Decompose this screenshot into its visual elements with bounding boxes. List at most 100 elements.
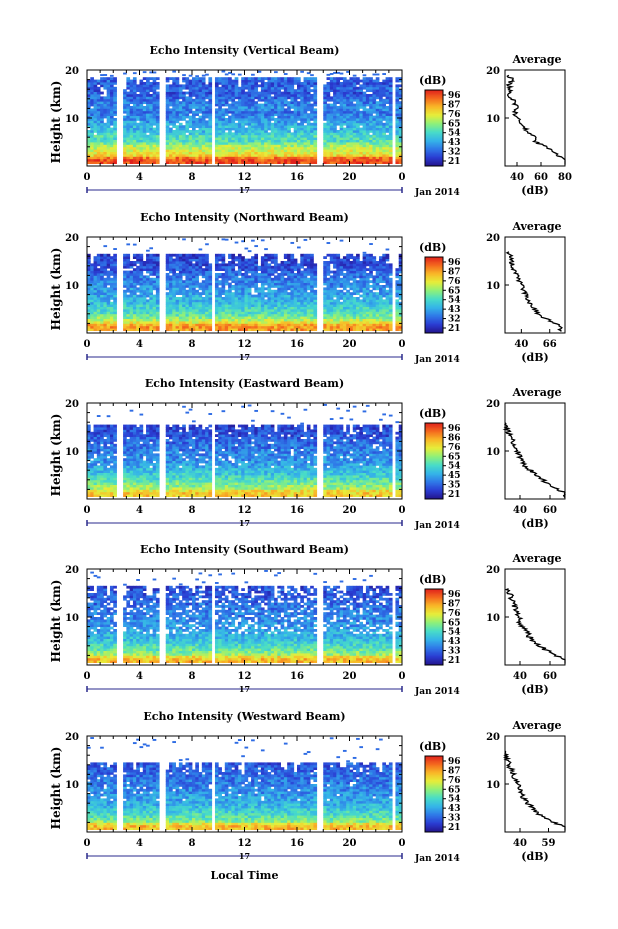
heatmap-cell <box>195 134 199 138</box>
heatmap-cell <box>300 70 304 73</box>
heatmap-cell <box>214 127 219 131</box>
heatmap-cell <box>192 118 196 121</box>
colorbar-swatch <box>425 110 443 112</box>
heatmap-cell <box>264 154 268 157</box>
heatmap-cell <box>385 125 390 128</box>
heatmap-cell <box>208 154 213 157</box>
heatmap-cell <box>352 161 357 164</box>
heatmap-cell <box>339 113 344 116</box>
heatmap-cell <box>188 139 193 143</box>
x-tick-label: 16 <box>290 172 304 183</box>
heatmap-cell <box>234 323 239 327</box>
heatmap-cell <box>214 323 219 327</box>
heatmap-cell <box>152 151 157 155</box>
heatmap-cell <box>336 161 341 164</box>
heatmap-cell <box>260 328 265 331</box>
heatmap-cell <box>93 289 98 293</box>
heatmap-cell <box>297 146 301 150</box>
heatmap-cell <box>342 156 347 160</box>
heatmap-cell <box>201 151 206 155</box>
heatmap-cell <box>274 144 278 148</box>
colorbar-swatch <box>425 152 443 154</box>
heatmap-cell <box>237 139 242 143</box>
heatmap-cell <box>342 158 347 162</box>
heatmap-cell <box>136 313 140 317</box>
heatmap-cell <box>188 292 193 295</box>
heatmap-cell <box>109 137 114 140</box>
heatmap-cell <box>126 125 131 128</box>
heatmap-cell <box>96 149 101 152</box>
heatmap-cell <box>182 306 186 310</box>
heatmap-cell <box>379 91 383 95</box>
heatmap-cell <box>254 122 259 126</box>
heatmap-cell <box>165 297 170 300</box>
heatmap-cell <box>234 316 239 319</box>
heatmap-cell <box>126 110 131 114</box>
heatmap-cell <box>201 282 206 286</box>
heatmap-cell <box>244 277 249 281</box>
heatmap-cell <box>300 151 304 155</box>
heatmap-cell <box>290 103 295 107</box>
heatmap-cell <box>274 256 278 259</box>
heatmap-cell <box>175 77 180 80</box>
heatmap-cell <box>155 146 160 150</box>
heatmap-cell <box>103 84 108 88</box>
heatmap-cell <box>132 72 137 75</box>
heatmap-cell <box>260 156 265 160</box>
heatmap-cell <box>146 98 150 102</box>
heatmap-cell <box>182 108 186 112</box>
heatmap-cell <box>155 101 160 104</box>
heatmap-cell <box>395 84 400 88</box>
colorbar-swatch <box>425 103 443 106</box>
heatmap-cell <box>169 113 173 116</box>
heatmap-cell <box>178 125 183 128</box>
heatmap-cell <box>277 294 281 298</box>
heatmap-cell <box>300 132 304 136</box>
heatmap-cell <box>293 106 298 109</box>
heatmap-cell <box>93 137 98 140</box>
heatmap-cell <box>139 132 144 136</box>
heatmap-cell <box>326 110 331 114</box>
heatmap-cell <box>234 106 239 109</box>
heatmap-cell <box>382 79 386 83</box>
heatmap-cell <box>283 73 288 75</box>
heatmap-cell <box>365 158 370 162</box>
heatmap-cell <box>123 299 127 303</box>
heatmap-cell <box>146 144 150 148</box>
heatmap-cell <box>339 122 344 126</box>
heatmap-cell <box>129 149 134 152</box>
heatmap-cell <box>287 144 291 148</box>
heatmap-cell <box>106 256 111 259</box>
heatmap-cell <box>155 132 160 136</box>
heatmap-cell <box>123 127 127 131</box>
heatmap-cell <box>241 158 245 162</box>
heatmap-cell <box>356 91 360 95</box>
heatmap-cell <box>244 316 249 319</box>
heatmap-cell <box>132 323 137 327</box>
heatmap-cell <box>103 287 108 291</box>
heatmap-cell <box>287 285 291 288</box>
heatmap-cell <box>178 292 183 295</box>
heatmap-cell <box>152 71 157 74</box>
heatmap-cell <box>185 304 190 307</box>
heatmap-cell <box>175 101 180 104</box>
heatmap-cell <box>188 297 193 300</box>
heatmap-cell <box>251 154 255 157</box>
heatmap-cell <box>224 299 229 303</box>
heatmap-cell <box>175 285 180 288</box>
heatmap-cell <box>175 289 180 293</box>
heatmap-cell <box>287 263 291 267</box>
heatmap-cell <box>172 263 176 267</box>
heatmap-cell <box>267 299 272 303</box>
heatmap-cell <box>303 158 308 162</box>
heatmap-cell <box>155 110 160 114</box>
heatmap-cell <box>93 273 98 276</box>
heatmap-cell <box>123 275 127 279</box>
heatmap-cell <box>369 103 373 107</box>
heatmap-cell <box>178 268 183 271</box>
heatmap-cell <box>310 137 314 140</box>
heatmap-cell <box>274 158 278 162</box>
heatmap-cell <box>290 101 295 104</box>
heatmap-cell <box>247 139 252 143</box>
heatmap-cell <box>395 86 400 90</box>
